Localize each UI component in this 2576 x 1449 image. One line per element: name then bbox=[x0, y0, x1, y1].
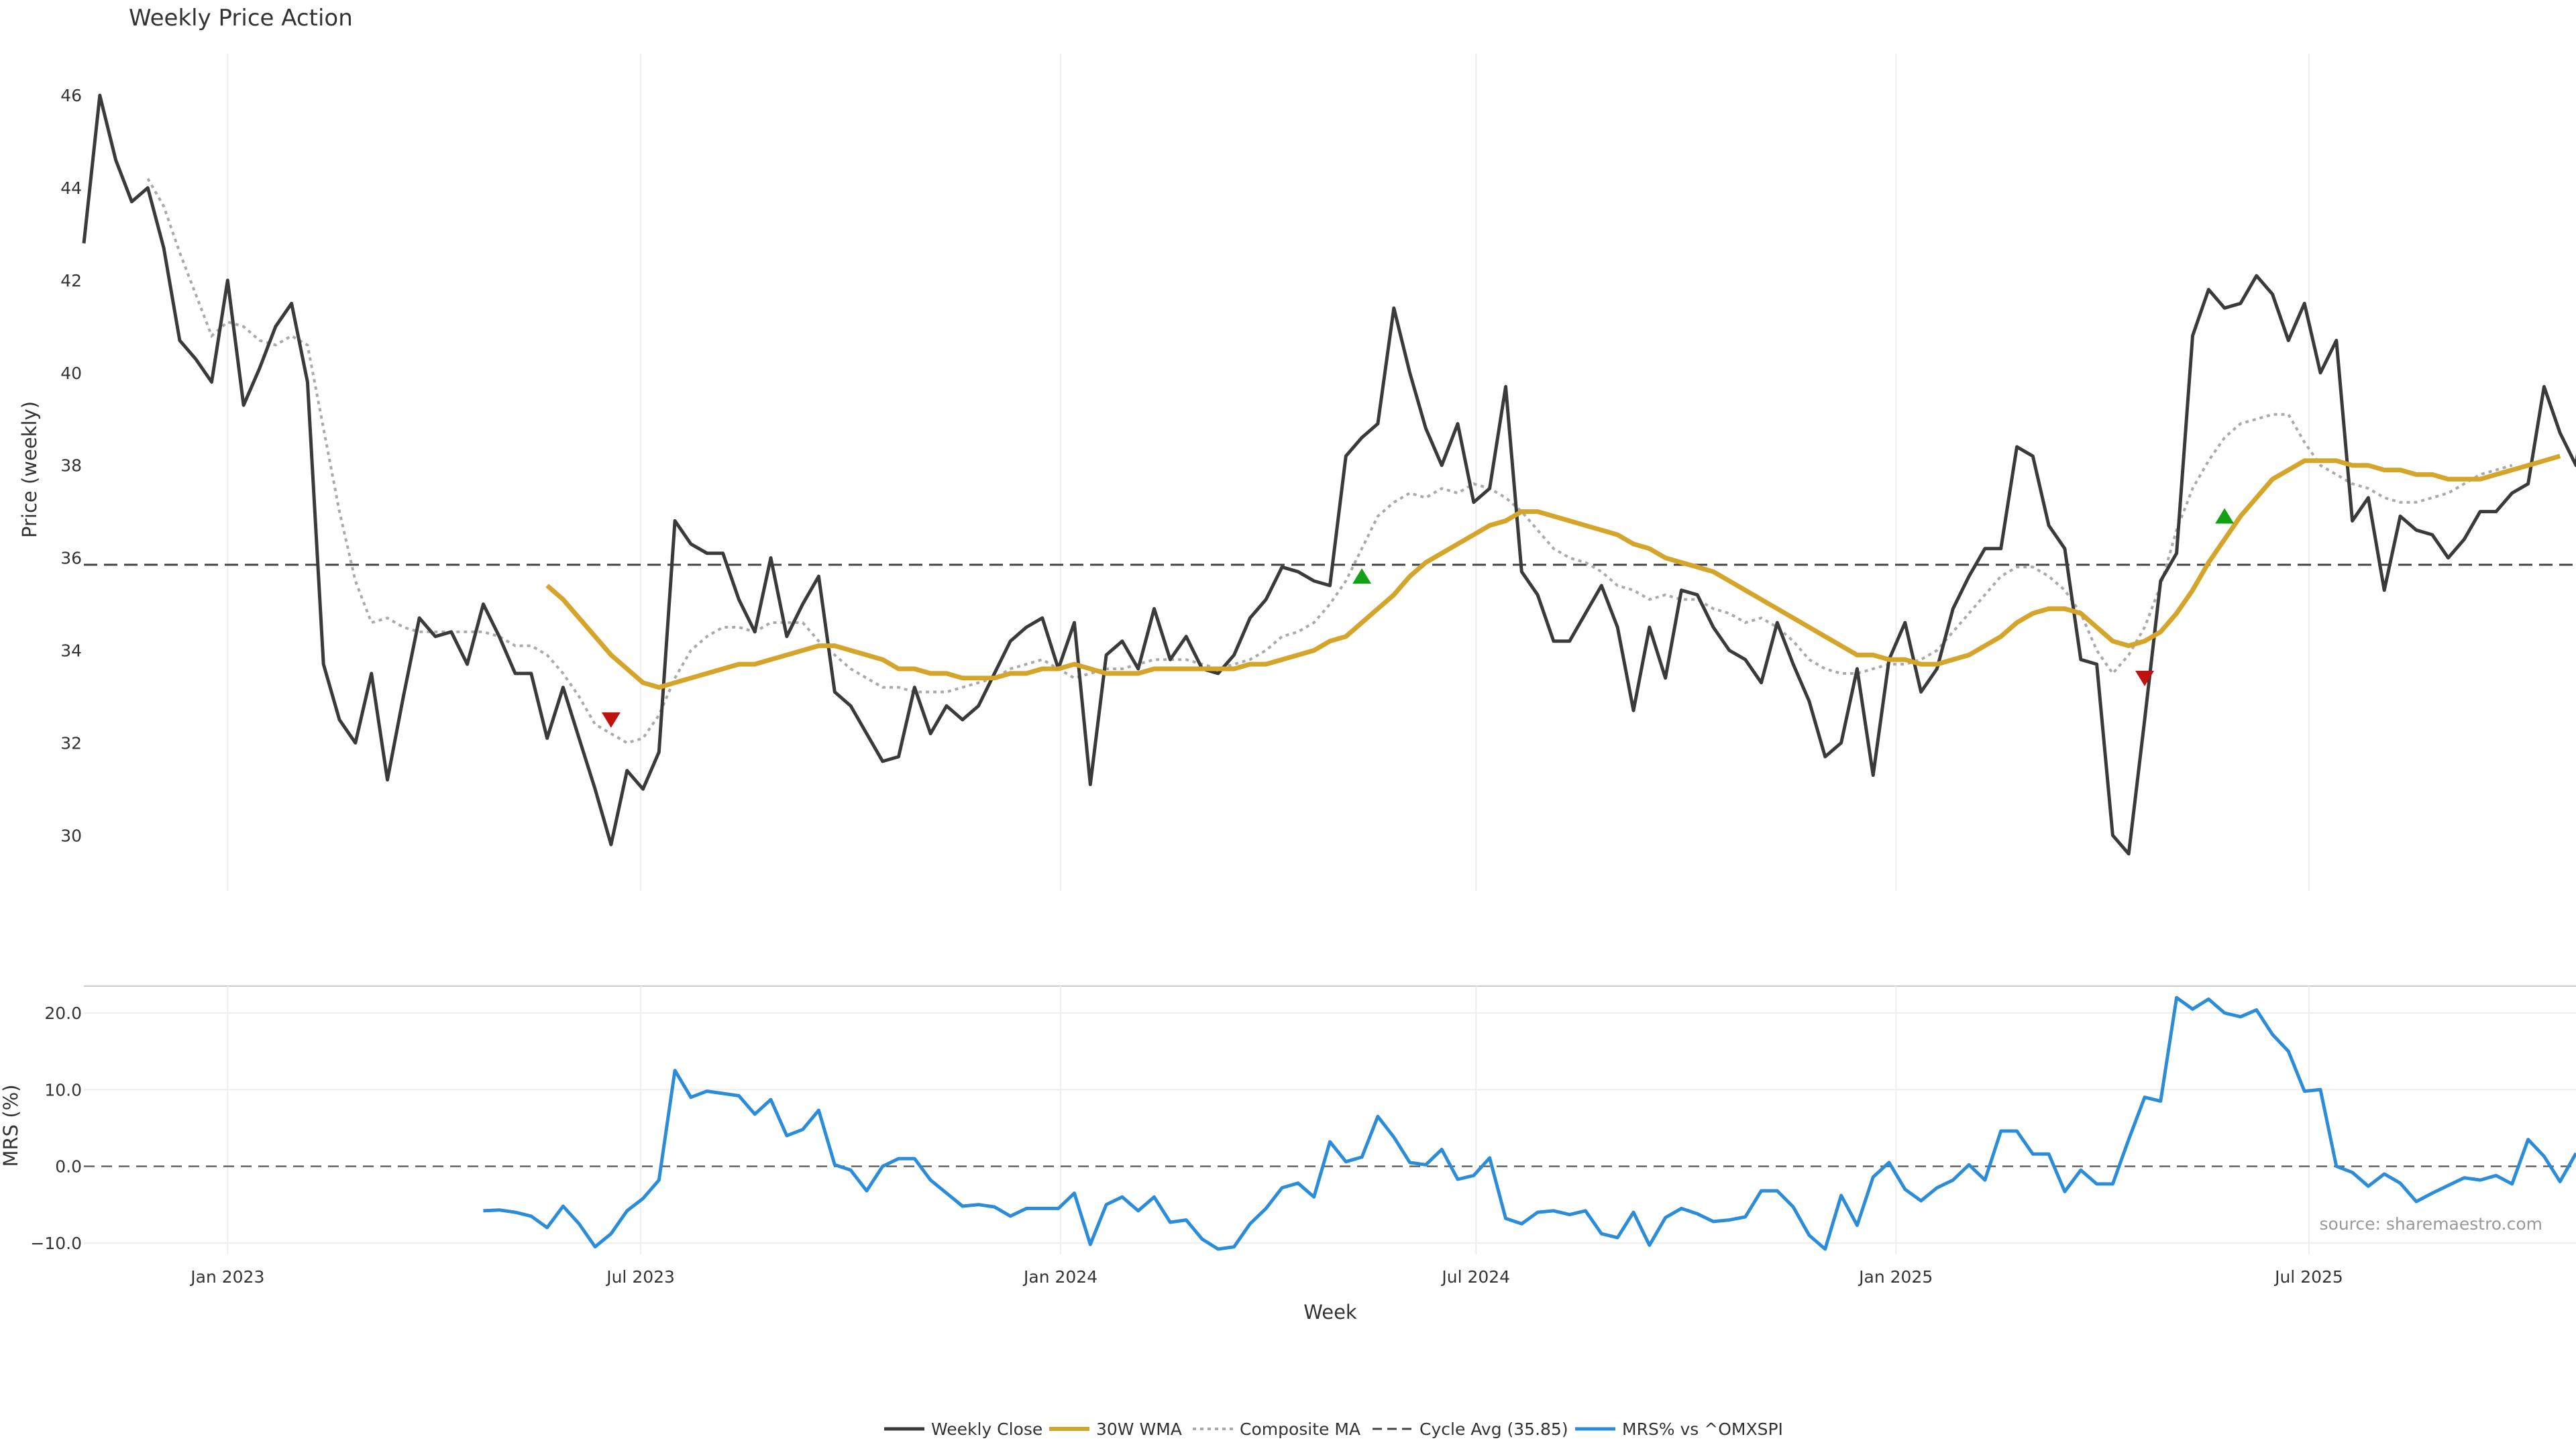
legend: Weekly Close 30W WMA Composite MA Cycle Avg… bbox=[884, 1419, 1783, 1439]
mrs-y-axis-label: MRS (%) bbox=[0, 1085, 22, 1167]
legend-label-cycle: Cycle Avg (35.85) bbox=[1419, 1419, 1568, 1439]
x-tick-label: Jan 2024 bbox=[1022, 1267, 1097, 1287]
sell-signal-marker bbox=[2135, 670, 2155, 686]
price-panel: 30 32 34 36 38 40 42 44 46 Weekly Price Action P… bbox=[18, 5, 2576, 891]
price-y-tick-label: 46 bbox=[60, 86, 82, 105]
price-y-tick-label: 36 bbox=[60, 549, 82, 568]
x-tick-label: Jul 2024 bbox=[1440, 1267, 1510, 1287]
price-y-tick-label: 44 bbox=[60, 178, 82, 198]
price-y-tick-label: 32 bbox=[60, 733, 82, 753]
mrs-grid bbox=[84, 986, 2576, 1254]
price-y-tick-label: 30 bbox=[60, 826, 82, 845]
x-tick-label: Jul 2025 bbox=[2273, 1267, 2343, 1287]
sell-signal-marker bbox=[601, 712, 621, 728]
series-line-30w-wma bbox=[545, 453, 2561, 690]
legend-label-mrs: MRS% vs ^OMXSPI bbox=[1622, 1419, 1783, 1439]
series-line-weekly-close bbox=[82, 93, 2576, 856]
x-tick-label: Jan 2025 bbox=[1858, 1267, 1933, 1287]
mrs-y-tick-label: 10.0 bbox=[44, 1080, 82, 1099]
buy-signal-marker bbox=[2215, 508, 2235, 524]
legend-label-composite: Composite MA bbox=[1240, 1419, 1360, 1439]
price-y-ticks: 30 32 34 36 38 40 42 44 46 bbox=[60, 86, 82, 845]
series-line-mrs bbox=[483, 996, 2576, 1251]
chart-title: Weekly Price Action bbox=[129, 5, 353, 32]
mrs-panel: 20.0 10.0 0.0 −10.0 MRS (%) source: sharema… bbox=[0, 985, 2576, 1324]
price-y-tick-label: 38 bbox=[60, 456, 82, 476]
source-note: source: sharemaestro.com bbox=[2320, 1214, 2543, 1234]
buy-signal-marker bbox=[1352, 568, 1372, 584]
mrs-y-tick-label: −10.0 bbox=[30, 1234, 82, 1253]
price-y-tick-label: 40 bbox=[60, 364, 82, 383]
price-y-axis-label: Price (weekly) bbox=[18, 401, 41, 538]
legend-label-close: Weekly Close bbox=[931, 1419, 1042, 1439]
x-tick-label: Jan 2023 bbox=[189, 1267, 264, 1287]
x-axis-label: Week bbox=[1303, 1301, 1357, 1324]
price-y-tick-label: 34 bbox=[60, 641, 82, 660]
mrs-y-tick-label: 20.0 bbox=[44, 1004, 82, 1023]
price-grid bbox=[227, 54, 2310, 891]
mrs-y-ticks: 20.0 10.0 0.0 −10.0 bbox=[30, 1004, 82, 1253]
price-y-tick-label: 42 bbox=[60, 271, 82, 290]
series-line-composite-ma bbox=[146, 178, 2513, 745]
x-ticks: Jan 2023 Jul 2023 Jan 2024 Jul 2024 Jan 2025… bbox=[189, 1267, 2343, 1287]
legend-label-wma: 30W WMA bbox=[1096, 1419, 1182, 1439]
signal-markers bbox=[601, 508, 2235, 728]
mrs-y-tick-label: 0.0 bbox=[55, 1157, 82, 1177]
x-tick-label: Jul 2023 bbox=[605, 1267, 675, 1287]
